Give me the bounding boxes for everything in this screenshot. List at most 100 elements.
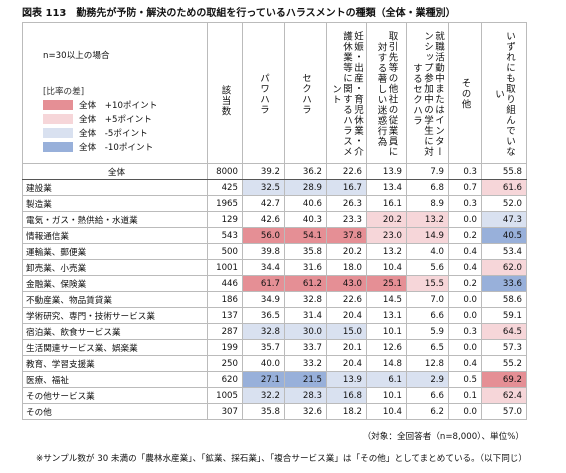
row-label: 医療、福祉 (22, 371, 208, 388)
column-header: 就職活動中またはインターンシップ参加中の学生に対するセクハラ (406, 22, 449, 164)
cell: 6.5 (406, 339, 449, 356)
legend-item: 全体 +5ポイント (43, 113, 152, 125)
cell: 34.9 (242, 291, 285, 308)
cell: 14.9 (406, 227, 449, 244)
cell: 20.4 (326, 307, 367, 324)
cell: 0.1 (448, 387, 482, 404)
cell: 58.6 (481, 291, 527, 308)
row-label: その他 (22, 403, 208, 420)
cell: 35.8 (284, 243, 327, 260)
cell: 61.7 (242, 275, 285, 292)
cell: 14.8 (366, 355, 407, 372)
cell: 18.2 (326, 403, 367, 420)
table-row: 医療、福祉 620 27.1 21.5 13.9 6.1 2.9 0.5 69.2 (22, 371, 527, 388)
cell: 0.0 (448, 211, 482, 228)
cell: 33.7 (284, 339, 327, 356)
cell: 0.5 (448, 371, 482, 388)
cell: 137 (207, 307, 243, 324)
cell: 0.0 (448, 307, 482, 324)
cell: 30.0 (284, 323, 327, 340)
cell: 543 (207, 227, 243, 244)
cell: 13.1 (366, 307, 407, 324)
cell: 32.8 (284, 291, 327, 308)
cell: 0.0 (448, 403, 482, 420)
cell: 43.0 (326, 275, 367, 292)
table-row: その他サービス業 1005 32.2 28.3 16.8 10.1 6.6 0.1 62.4 (22, 387, 527, 404)
row-label: 生活関連サービス業、娯楽業 (22, 339, 208, 356)
cell: 5.6 (406, 259, 449, 276)
legend: n=30以上の場合 [比率の差] 全体 +10ポイント全体 +5ポイント全体 -… (24, 24, 207, 163)
cell: 62.4 (481, 387, 527, 404)
table-row: 不動産業、物品賃貸業 186 34.9 32.8 22.6 14.5 7.0 0.0 58.6 (22, 291, 527, 308)
header-row: n=30以上の場合 [比率の差] 全体 +10ポイント全体 +5ポイント全体 -… (22, 22, 527, 164)
cell: 59.1 (481, 307, 527, 324)
row-label: 教育、学習支援業 (22, 355, 208, 372)
header-corner: n=30以上の場合 [比率の差] 全体 +10ポイント全体 +5ポイント全体 -… (22, 22, 208, 164)
legend-swatch (43, 100, 73, 110)
cell: 32.8 (242, 323, 285, 340)
cell: 33.2 (284, 355, 327, 372)
cell: 31.4 (284, 307, 327, 324)
cell: 16.1 (366, 195, 407, 212)
legend-item: 全体 -10ポイント (43, 141, 153, 153)
cell: 35.7 (242, 339, 285, 356)
cell: 62.0 (481, 259, 527, 276)
cell: 620 (207, 371, 243, 388)
cell: 15.5 (406, 275, 449, 292)
cell: 27.1 (242, 371, 285, 388)
table-row: 情報通信業 543 56.0 54.1 37.8 23.0 14.9 0.2 40.5 (22, 227, 527, 244)
legend-label: 全体 +5ポイント (79, 115, 152, 125)
cell: 0.4 (448, 355, 482, 372)
cell: 16.7 (326, 179, 367, 196)
cell: 42.6 (242, 211, 285, 228)
cell: 1001 (207, 259, 243, 276)
table-row: 宿泊業、飲食サービス業 287 32.8 30.0 15.0 10.1 5.9 0.3 64.5 (22, 323, 527, 340)
cell: 7.9 (406, 163, 449, 180)
cell: 16.8 (326, 387, 367, 404)
cell: 0.2 (448, 227, 482, 244)
cell: 40.6 (284, 195, 327, 212)
cell: 34.4 (242, 259, 285, 276)
cell: 0.3 (448, 195, 482, 212)
cell: 13.9 (326, 371, 367, 388)
cell: 10.4 (366, 403, 407, 420)
cell: 6.1 (366, 371, 407, 388)
cell: 186 (207, 291, 243, 308)
table-row: 卸売業、小売業 1001 34.4 31.6 18.0 10.4 5.6 0.4 62.0 (22, 259, 527, 276)
cell: 55.8 (481, 163, 527, 180)
cell: 14.5 (366, 291, 407, 308)
cell: 69.2 (481, 371, 527, 388)
cell: 57.0 (481, 403, 527, 420)
cell: 6.6 (406, 387, 449, 404)
column-header-text: 就職活動中またはインターンシップ参加中の学生に対するセクハラ (411, 31, 444, 157)
row-label: 建設業 (22, 179, 208, 196)
cell: 56.0 (242, 227, 285, 244)
legend-item: 全体 +10ポイント (43, 99, 157, 111)
cell: 6.2 (406, 403, 449, 420)
row-label: 運輸業、郵便業 (22, 243, 208, 260)
row-label: 全体 (22, 163, 208, 180)
cell: 32.6 (284, 403, 327, 420)
sample-note: n=30以上の場合 (43, 51, 110, 61)
column-header: 取引先等の他社の従業員に対する著しい迷惑行為 (366, 22, 407, 164)
cell: 31.6 (284, 259, 327, 276)
cell: 129 (207, 211, 243, 228)
footer-note: ※サンプル数が 30 未満の「農林水産業」、「鉱業、採石業」、「複合サービス業」… (36, 454, 527, 464)
cell: 57.3 (481, 339, 527, 356)
cell: 199 (207, 339, 243, 356)
legend-swatch (43, 114, 73, 124)
legend-title: [比率の差] (43, 87, 85, 97)
cell: 18.0 (326, 259, 367, 276)
table-row: 生活関連サービス業、娯楽業 199 35.7 33.7 20.1 12.6 6.5 0.0 57… (22, 339, 527, 356)
table-row: 製造業 1965 42.7 40.6 26.3 16.1 8.9 0.3 52.0 (22, 195, 527, 212)
cell: 20.4 (326, 355, 367, 372)
cell: 10.1 (366, 323, 407, 340)
row-label: 不動産業、物品賃貸業 (22, 291, 208, 308)
row-label: 卸売業、小売業 (22, 259, 208, 276)
cell: 5.9 (406, 323, 449, 340)
cell: 22.6 (326, 291, 367, 308)
cell: 500 (207, 243, 243, 260)
row-label: 金融業、保険業 (22, 275, 208, 292)
cell: 33.6 (481, 275, 527, 292)
cell: 40.0 (242, 355, 285, 372)
